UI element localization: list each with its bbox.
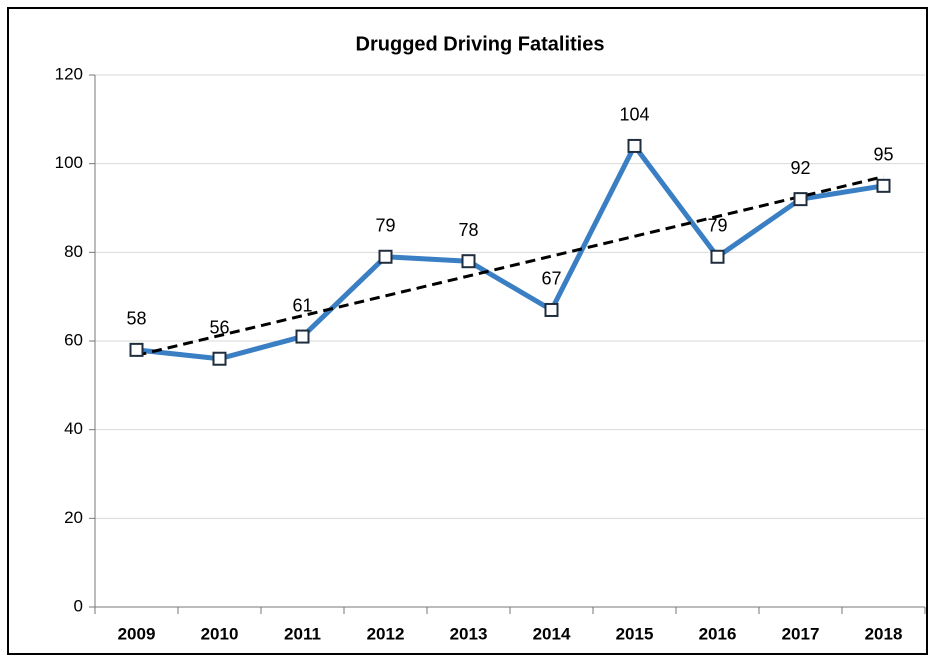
x-tick-label: 2010 xyxy=(201,624,239,643)
x-tick-label: 2015 xyxy=(616,624,654,643)
y-tick-label: 100 xyxy=(55,153,83,172)
data-label: 61 xyxy=(292,295,312,315)
data-point xyxy=(295,329,310,344)
y-tick-label: 20 xyxy=(64,508,83,527)
data-point xyxy=(793,192,808,207)
data-label: 67 xyxy=(541,269,561,289)
x-tick-label: 2016 xyxy=(699,624,737,643)
chart-border xyxy=(7,7,928,655)
y-tick-label: 80 xyxy=(64,242,83,261)
data-label: 78 xyxy=(458,220,478,240)
data-point xyxy=(212,351,227,366)
data-point xyxy=(461,254,476,269)
data-label: 104 xyxy=(619,105,649,125)
x-tick-label: 2011 xyxy=(284,624,321,643)
data-point xyxy=(544,302,559,317)
data-line xyxy=(136,143,884,362)
data-label: 58 xyxy=(126,309,146,329)
data-point xyxy=(129,342,144,357)
data-label: 56 xyxy=(209,317,229,337)
x-tick-label: 2013 xyxy=(450,624,488,643)
x-tick-label: 2014 xyxy=(533,624,571,643)
data-label: 92 xyxy=(790,158,810,178)
y-tick-label: 120 xyxy=(55,64,83,83)
x-tick-label: 2017 xyxy=(782,624,820,643)
data-point xyxy=(627,138,642,153)
data-label: 79 xyxy=(375,216,395,236)
y-tick-label: 40 xyxy=(64,419,83,438)
y-tick-label: 0 xyxy=(74,596,83,615)
x-tick-label: 2009 xyxy=(118,624,156,643)
trend-line xyxy=(136,175,884,357)
data-label: 95 xyxy=(873,145,893,165)
data-point xyxy=(378,249,393,264)
chart-title: Drugged Driving Fatalities xyxy=(356,33,605,55)
y-tick-label: 60 xyxy=(64,330,83,349)
x-tick-label: 2012 xyxy=(367,624,405,643)
data-point xyxy=(876,178,891,193)
data-label: 79 xyxy=(707,216,727,236)
data-point xyxy=(710,249,725,264)
x-tick-label: 2018 xyxy=(865,624,903,643)
